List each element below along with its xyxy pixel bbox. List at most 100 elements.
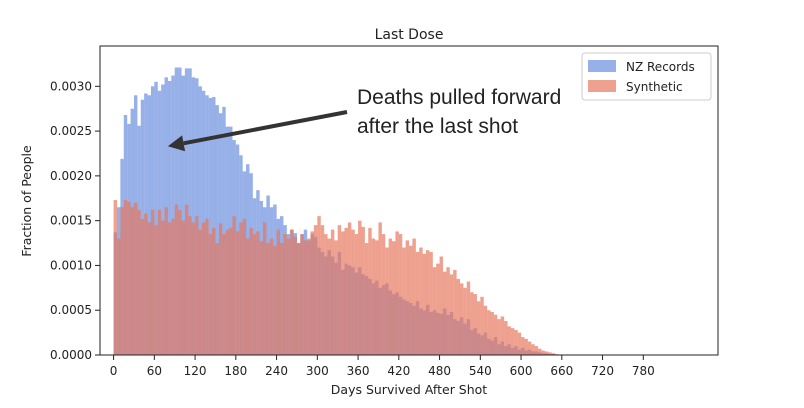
hist-bar <box>184 204 189 355</box>
hist-bar <box>368 227 372 355</box>
hist-bar <box>459 283 464 355</box>
hist-bar <box>283 234 287 355</box>
hist-bar <box>412 238 416 355</box>
hist-bar <box>541 350 545 355</box>
hist-bar <box>157 209 162 355</box>
hist-bar <box>212 97 216 356</box>
hist-bar <box>164 207 168 355</box>
x-tick-label: 300 <box>306 364 329 378</box>
hist-bar <box>235 231 240 355</box>
x-tick-label: 360 <box>347 364 370 378</box>
hist-bar <box>127 201 131 355</box>
x-tick-label: 720 <box>591 364 614 378</box>
hist-bar <box>201 222 206 355</box>
hist-bar <box>375 240 379 355</box>
hist-bar <box>212 227 216 355</box>
hist-bar <box>181 220 185 355</box>
hist-bar <box>544 351 549 355</box>
hist-bar <box>307 238 311 355</box>
hist-bar <box>181 75 185 355</box>
hist-bar <box>246 238 250 355</box>
x-tick-label: 0 <box>110 364 118 378</box>
hist-bar <box>470 292 474 355</box>
annotation-line-2: after the last shot <box>357 115 518 138</box>
hist-bar <box>466 281 471 355</box>
hist-bar <box>154 81 158 355</box>
hist-bar <box>514 329 518 355</box>
hist-bar <box>300 234 304 355</box>
y-tick-label: 0.0005 <box>50 303 92 317</box>
hist-bar <box>361 226 365 355</box>
hist-bar <box>432 267 437 355</box>
hist-bar <box>425 250 430 355</box>
hist-bar <box>293 236 297 355</box>
hist-bar <box>144 213 148 355</box>
hist-bar <box>259 241 264 355</box>
hist-bar <box>521 337 525 355</box>
hist-bar <box>256 231 260 355</box>
x-tick-label: 60 <box>147 364 162 378</box>
hist-bar <box>436 263 440 355</box>
hist-bar <box>341 231 345 355</box>
hist-bar <box>344 227 348 355</box>
legend-swatch-nz-records <box>588 60 616 72</box>
hist-bar <box>402 247 406 355</box>
y-axis-label: Fraction of People <box>19 145 34 257</box>
hist-bar <box>398 234 403 355</box>
hist-bar <box>198 229 202 355</box>
hist-bar <box>534 346 539 355</box>
hist-bar <box>354 234 359 355</box>
hist-bar <box>548 352 552 355</box>
x-tick-label: 600 <box>510 364 533 378</box>
hist-bar <box>483 305 488 355</box>
hist-bar <box>161 220 165 355</box>
hist-bar <box>154 225 158 355</box>
hist-bar <box>116 238 121 355</box>
hist-bar <box>239 222 243 355</box>
hist-bar <box>347 222 352 355</box>
hist-bar <box>140 218 145 355</box>
hist-bar <box>161 84 165 355</box>
y-tick-label: 0.0015 <box>50 214 92 228</box>
hist-bar <box>327 238 331 355</box>
hist-bar <box>453 269 457 355</box>
hist-bar <box>351 229 355 355</box>
legend-label-nz-records: NZ Records <box>626 60 695 74</box>
y-tick-label: 0.0010 <box>50 258 92 272</box>
hist-bar <box>456 278 460 355</box>
hist-bar <box>171 75 175 355</box>
hist-bar <box>405 240 410 355</box>
hist-bar <box>429 252 433 355</box>
hist-bar <box>324 234 328 355</box>
hist-bar <box>538 348 542 355</box>
hist-bar <box>279 243 284 355</box>
hist-bar <box>167 80 172 356</box>
hist-bar <box>218 223 223 355</box>
hist-bar <box>266 243 270 355</box>
hist-bar <box>232 216 236 355</box>
hist-bar <box>178 209 182 355</box>
hist-bar <box>385 247 389 355</box>
hist-bar <box>191 222 196 355</box>
hist-bar <box>113 200 118 355</box>
annotation-arrow <box>183 110 348 146</box>
hist-bar <box>337 225 342 355</box>
hist-bar <box>150 209 155 355</box>
hist-bar <box>147 222 151 355</box>
hist-bar <box>527 341 532 355</box>
hist-bar <box>222 234 226 355</box>
hist-bar <box>487 310 491 355</box>
hist-bar <box>419 247 423 355</box>
hist-bar <box>392 241 396 355</box>
hist-bar <box>371 238 376 355</box>
hist-bar <box>378 222 382 355</box>
hist-bar <box>242 218 247 355</box>
hist-bar <box>364 243 369 355</box>
hist-bar <box>476 301 481 355</box>
x-tick-label: 780 <box>632 364 655 378</box>
y-tick-label: 0.0025 <box>50 124 92 138</box>
y-axis-ticks: 0.0000 0.0005 0.0010 0.0015 0.0020 0.0025 0.00… <box>50 79 100 362</box>
annotation-line-1: Deaths pulled forward <box>357 86 561 109</box>
hist-bar <box>215 105 219 355</box>
